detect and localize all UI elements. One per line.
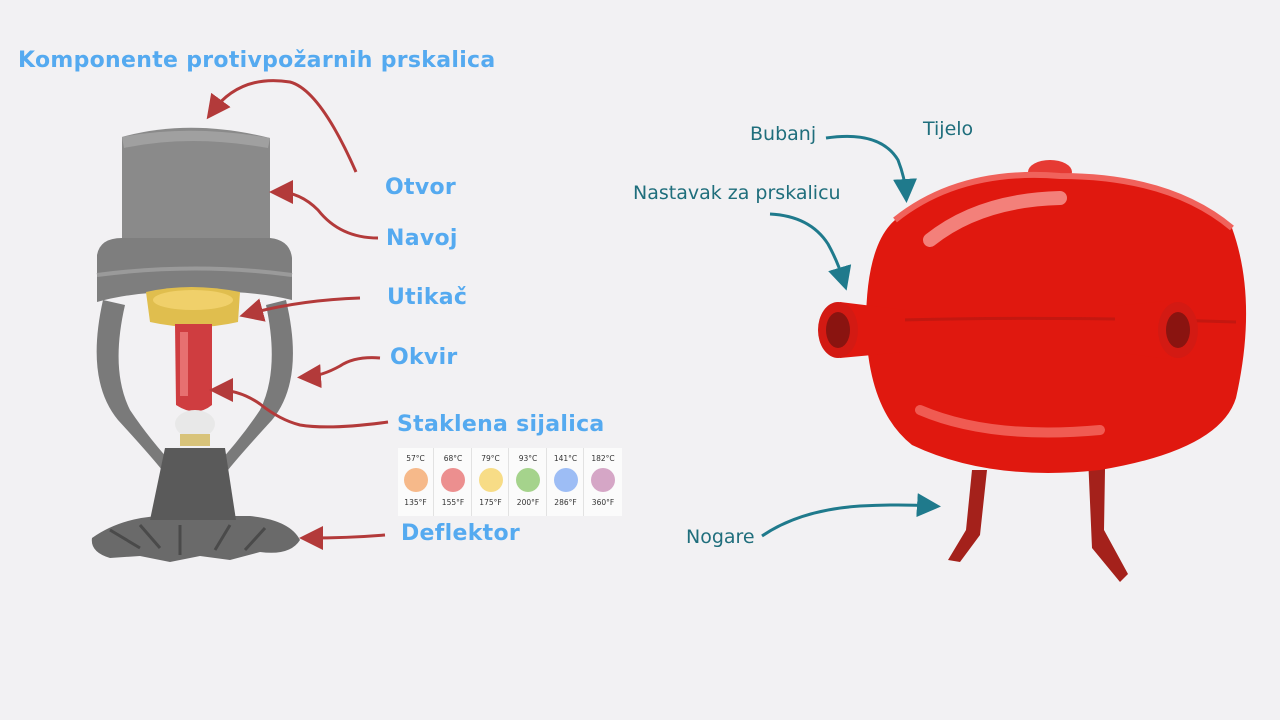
glass-bulb-shape	[175, 324, 215, 446]
arrow-title	[206, 79, 358, 173]
deflector-shape	[91, 516, 301, 562]
label-navoj: Navoj	[386, 226, 458, 251]
temp-fahrenheit: 175°F	[479, 498, 502, 507]
frame-shape	[96, 300, 293, 520]
temp-fahrenheit: 360°F	[591, 498, 615, 507]
label-bubanj: Bubanj	[750, 123, 817, 145]
temp-fahrenheit: 155°F	[441, 498, 465, 507]
label-utikac: Utikač	[387, 285, 468, 310]
temp-color-dot	[441, 468, 465, 492]
arrow-nastavak	[769, 212, 852, 291]
label-tijelo: Tijelo	[923, 118, 974, 140]
temp-color-dot	[478, 468, 503, 492]
arrow-bubanj	[825, 134, 918, 203]
label-nastavak-za-prskalicu: Nastavak za prskalicu	[633, 182, 841, 204]
temp-color-dot	[403, 468, 428, 492]
tank-drum	[866, 160, 1247, 473]
temp-celsius: 93°C	[518, 454, 538, 463]
temp-celsius: 79°C	[481, 454, 500, 463]
arrow-staklena	[209, 378, 389, 429]
label-nogare: Nogare	[686, 526, 755, 548]
temp-celsius: 68°C	[443, 454, 463, 463]
temp-column: 57°C 135°F	[398, 448, 434, 516]
temp-column: 68°C 155°F	[436, 448, 472, 516]
temp-fahrenheit: 135°F	[404, 498, 427, 507]
temp-column: 141°C 286°F	[548, 448, 584, 516]
temp-celsius: 57°C	[406, 454, 425, 463]
arrow-nogare	[761, 493, 941, 538]
sprinkler-nozzles	[818, 300, 1198, 360]
arrow-okvir	[297, 356, 381, 389]
label-otvor: Otvor	[385, 175, 457, 200]
temp-color-dot	[553, 468, 578, 492]
sprinkler-head-body	[96, 127, 293, 302]
label-deflektor: Deflektor	[401, 521, 521, 546]
arrow-utikac	[239, 296, 361, 322]
temperature-chart: 57°C 135°F 68°C 155°F 79°C 175°F 93°C 20…	[398, 448, 622, 516]
temp-fahrenheit: 200°F	[516, 498, 540, 507]
temp-celsius: 141°C	[553, 454, 578, 463]
arrow-navoj	[269, 180, 379, 240]
temp-color-dot	[516, 468, 540, 492]
temp-color-dot	[591, 468, 615, 492]
temp-fahrenheit: 286°F	[554, 498, 577, 507]
plug-shape	[146, 287, 240, 327]
label-staklena-sijalica: Staklena sijalica	[397, 412, 605, 437]
arrow-deflektor	[299, 525, 386, 550]
temp-celsius: 182°C	[591, 454, 615, 463]
temp-column: 93°C 200°F	[511, 448, 547, 516]
label-okvir: Okvir	[390, 345, 458, 370]
temp-column: 182°C 360°F	[586, 448, 621, 516]
diagram-title: Komponente protivpožarnih prskalica	[18, 48, 496, 73]
temp-column: 79°C 175°F	[473, 448, 509, 516]
